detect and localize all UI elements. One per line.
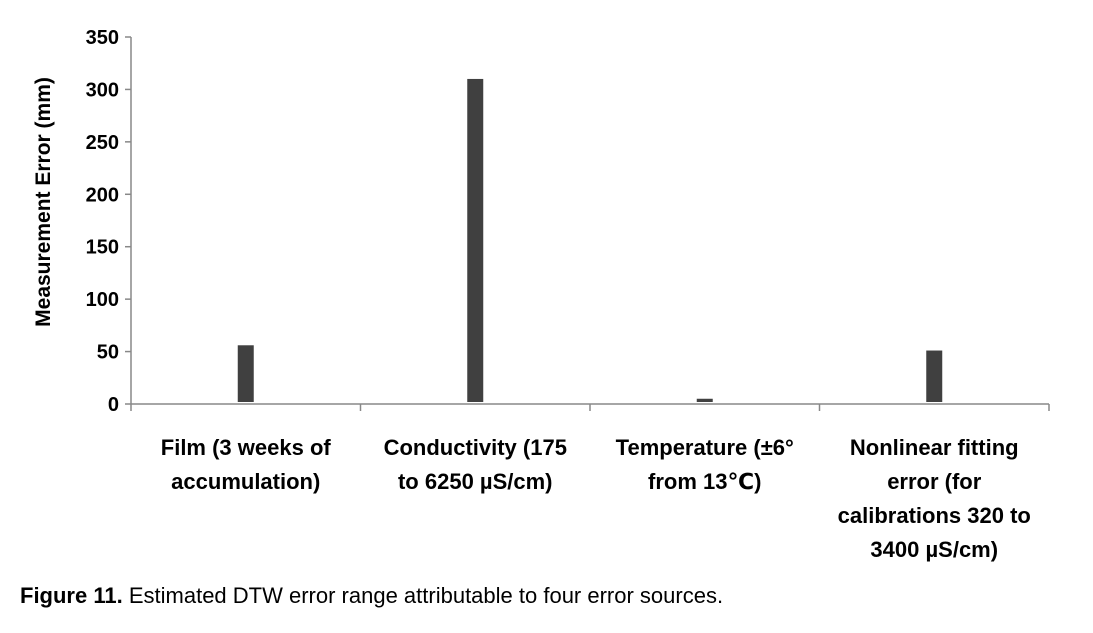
bar [696,398,713,402]
bar [467,78,484,402]
x-tick-label-line: Nonlinear fitting [849,435,1019,460]
x-tick-label: Film (3 weeks of accumulation) [131,431,361,499]
y-tick-label: 50 [97,342,119,364]
y-tick-label: 150 [86,237,119,259]
x-tick-label-line: 3400 µS/cm) [870,537,999,562]
x-tick-label-line: from 13℃) [648,469,762,494]
x-tick-label: Nonlinear fitting error (for calibrations … [819,431,1049,567]
figure-caption: Figure 11. Estimated DTW error range att… [20,583,723,609]
bars [237,78,943,402]
x-tick-label-line: calibrations 320 to [837,503,1031,528]
x-tick-label-line: accumulation) [171,469,321,494]
y-tick-label: 350 [86,27,119,49]
x-tick-label: Temperature (±6° from 13℃) [590,431,820,499]
y-tick-label: 200 [86,184,119,206]
bar [237,345,254,402]
y-tick-label: 300 [86,79,119,101]
caption-label: Figure 11. [20,583,123,608]
y-tick-label: 0 [108,394,119,416]
y-axis-label: Measurement Error (mm) [32,77,55,327]
y-tick-label: 250 [86,132,119,154]
x-tick-label-line: to 6250 µS/cm) [397,469,553,494]
bar [926,350,943,402]
y-ticks: 0 50 100 150 200 250 300 350 [86,27,131,416]
y-tick-label: 100 [86,289,119,311]
x-tick-label: Conductivity (175 to 6250 µS/cm) [360,431,590,499]
x-tick-label-line: Conductivity (175 [383,435,567,460]
x-tick-label-line: error (for [887,469,982,494]
axes [130,37,1050,411]
x-tick-label-line: Temperature (±6° [615,435,794,460]
x-tick-label-line: Film (3 weeks of [160,435,331,460]
caption-text: Estimated DTW error range attributable t… [128,583,724,608]
